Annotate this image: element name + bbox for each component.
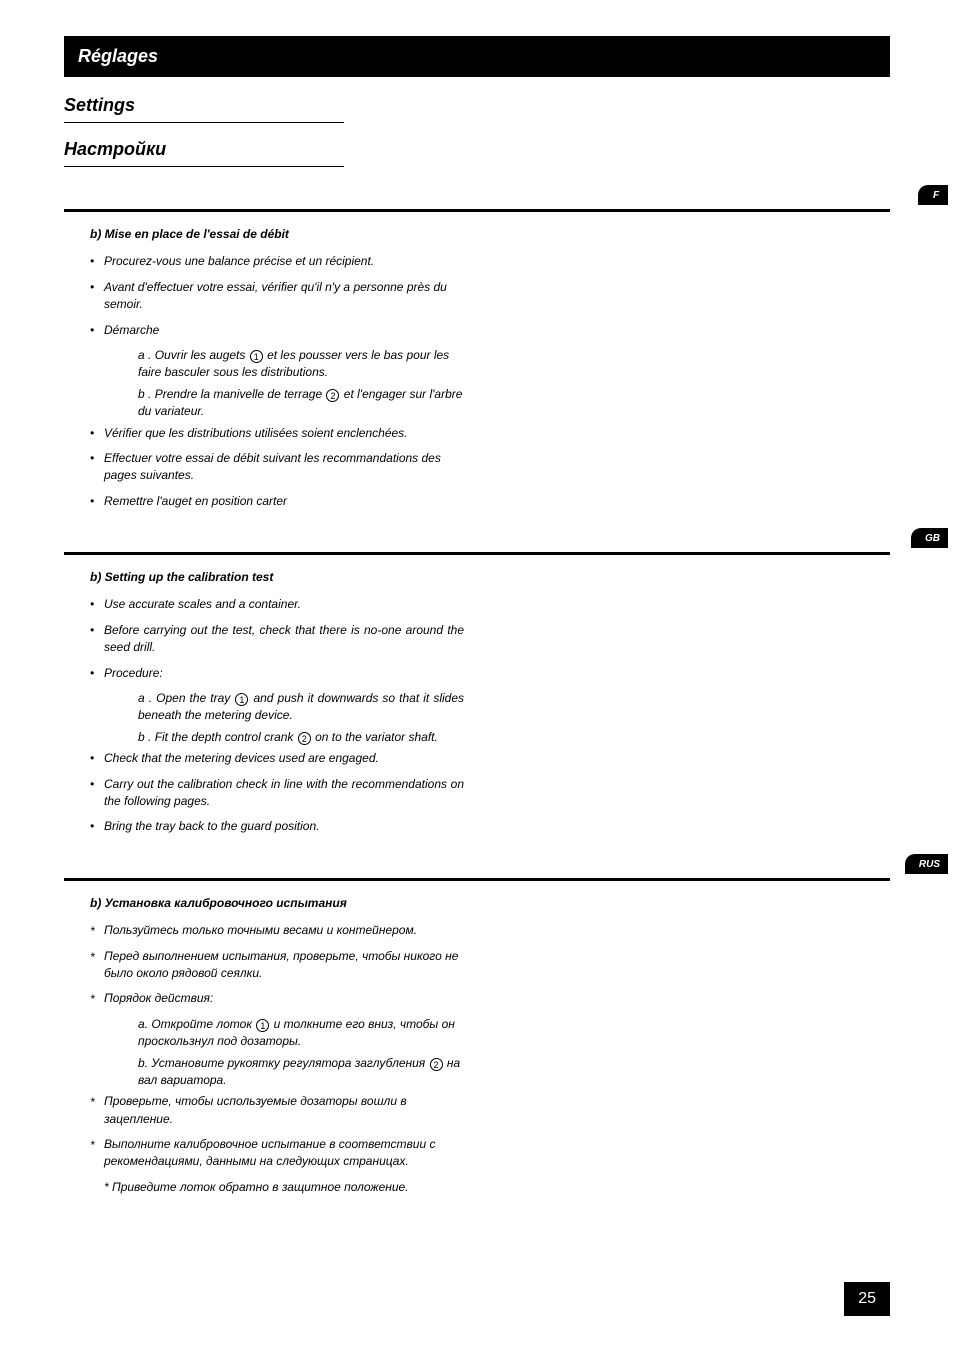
section-title: b) Установка калибровочного испытания xyxy=(90,895,464,912)
sublist-prefix: b. xyxy=(138,1056,151,1070)
circled-number-icon: 1 xyxy=(256,1019,269,1032)
language-tab: RUS xyxy=(905,854,948,874)
header-title-en: Settings xyxy=(64,89,344,123)
list-item: Procedure: xyxy=(90,665,464,682)
list-item: Before carrying out the test, check that… xyxy=(90,622,464,657)
sublist-item: a . Open the tray 1 and push it downward… xyxy=(138,690,464,725)
sublist-prefix: a. xyxy=(138,1017,151,1031)
circled-number-icon: 2 xyxy=(298,732,311,745)
section-rule xyxy=(64,878,890,881)
list-item: * Приведите лоток обратно в защитное пол… xyxy=(90,1179,464,1196)
section-content: b) Mise en place de l'essai de débit Proc… xyxy=(64,226,464,510)
list-item: Перед выполнением испытания, проверьте, … xyxy=(90,948,464,983)
language-tab: GB xyxy=(911,528,948,548)
circled-number-icon: 2 xyxy=(430,1058,443,1071)
language-section: RUSb) Установка калибровочного испытания… xyxy=(64,878,890,1196)
section-title: b) Mise en place de l'essai de débit xyxy=(90,226,464,243)
header-title-fr: Réglages xyxy=(64,36,890,77)
sublist-item: b. Установите рукоятку регулятора заглуб… xyxy=(138,1055,464,1090)
language-tab: F xyxy=(918,185,948,205)
circled-number-icon: 2 xyxy=(326,389,339,402)
language-section: GBb) Setting up the calibration testUse … xyxy=(64,552,890,836)
list-item: Démarche xyxy=(90,322,464,339)
circled-number-icon: 1 xyxy=(250,350,263,363)
list-item: Порядок действия: xyxy=(90,990,464,1007)
list-item: Carry out the calibration check in line … xyxy=(90,776,464,811)
list-item: Выполните калибровочное испытание в соот… xyxy=(90,1136,464,1171)
list-item: Check that the metering devices used are… xyxy=(90,750,464,767)
list-item: Remettre l'auget en position carter xyxy=(90,493,464,510)
sublist-prefix: b . xyxy=(138,387,155,401)
circled-number-icon: 1 xyxy=(235,693,248,706)
sublist: a. Откройте лоток 1 и толкните его вниз,… xyxy=(90,1016,464,1090)
sublist-item: a . Ouvrir les augets 1 et les pousser v… xyxy=(138,347,464,382)
sublist: a . Open the tray 1 and push it downward… xyxy=(90,690,464,746)
section-title: b) Setting up the calibration test xyxy=(90,569,464,586)
sublist-item: b . Fit the depth control crank 2 on to … xyxy=(138,729,464,746)
list-item: Effectuer votre essai de débit suivant l… xyxy=(90,450,464,485)
section-content: b) Setting up the calibration test Use ac… xyxy=(64,569,464,836)
list-item: Vérifier que les distributions utilisées… xyxy=(90,425,464,442)
sublist-text-pre: Prendre la manivelle de terrage xyxy=(155,387,326,401)
sublist-text-pre: Ouvrir les augets xyxy=(155,348,249,362)
language-section: Fb) Mise en place de l'essai de débitPro… xyxy=(64,209,890,510)
sublist-text-pre: Fit the depth control crank xyxy=(155,730,297,744)
section-content: b) Установка калибровочного испытания Пол… xyxy=(64,895,464,1196)
sublist-prefix: a . xyxy=(138,348,155,362)
header-title-ru: Настройки xyxy=(64,133,344,167)
list-item: Пользуйтесь только точными весами и конт… xyxy=(90,922,464,939)
list-item: Use accurate scales and a container. xyxy=(90,596,464,613)
list-item: Avant d'effectuer votre essai, vérifier … xyxy=(90,279,464,314)
sublist: a . Ouvrir les augets 1 et les pousser v… xyxy=(90,347,464,421)
sublist-text-pre: Установите рукоятку регулятора заглублен… xyxy=(151,1056,428,1070)
page-number: 25 xyxy=(844,1282,890,1316)
sublist-item: a. Откройте лоток 1 и толкните его вниз,… xyxy=(138,1016,464,1051)
section-rule xyxy=(64,552,890,555)
list-item: Procurez-vous une balance précise et un … xyxy=(90,253,464,270)
sublist-text-post: on to the variator shaft. xyxy=(312,730,438,744)
sublist-prefix: a . xyxy=(138,691,156,705)
sublist-item: b . Prendre la manivelle de terrage 2 et… xyxy=(138,386,464,421)
section-rule xyxy=(64,209,890,212)
sublist-text-pre: Open the tray xyxy=(156,691,234,705)
list-item: Проверьте, чтобы используемые дозаторы в… xyxy=(90,1093,464,1128)
sublist-text-pre: Откройте лоток xyxy=(151,1017,255,1031)
sublist-prefix: b . xyxy=(138,730,155,744)
list-item: Bring the tray back to the guard positio… xyxy=(90,818,464,835)
